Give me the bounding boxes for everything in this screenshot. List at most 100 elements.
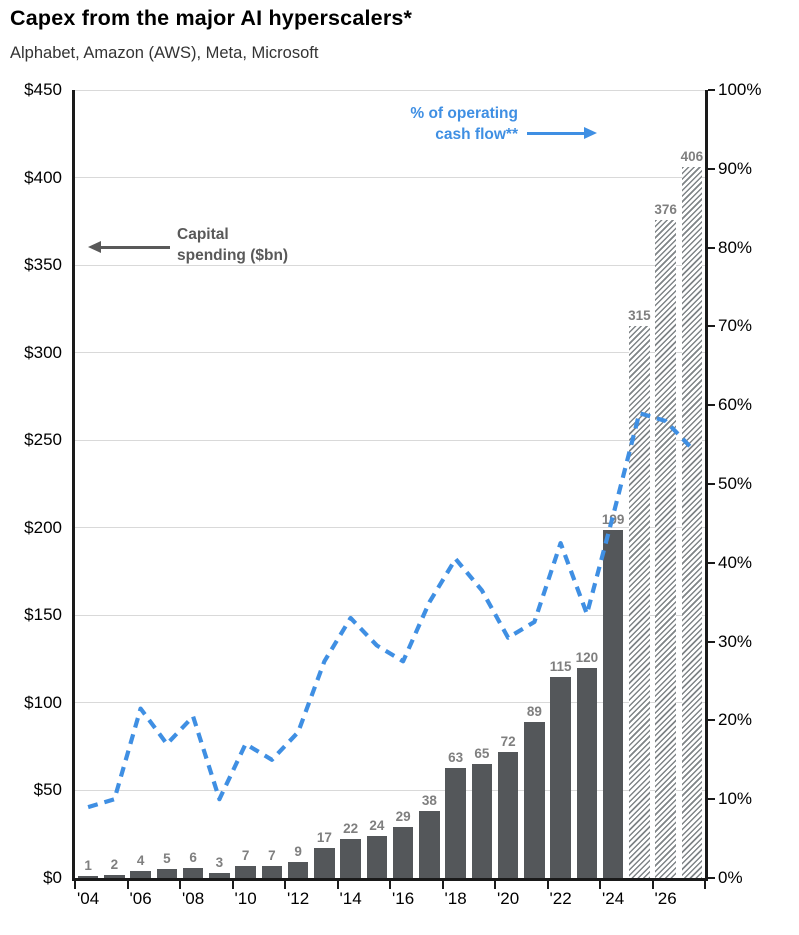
x-axis-label-18: '18 [444, 889, 467, 908]
bar-2019 [471, 764, 493, 878]
bar-value-label-2012: 9 [294, 844, 302, 860]
bar-value-label-2023: 120 [575, 649, 599, 665]
bar-value-label-2021: 89 [526, 704, 542, 720]
bar-2016 [392, 827, 414, 878]
x-axis-label-26: '26 [654, 889, 677, 908]
x-axis-tick [231, 881, 234, 889]
left-axis-label-300: $300 [24, 342, 62, 362]
bar-value-label-2017: 38 [421, 793, 437, 809]
bar-2004 [77, 876, 99, 878]
bar-2021 [524, 722, 545, 878]
right-axis-tick [708, 561, 715, 564]
right-axis-label-20: 20% [718, 710, 753, 730]
left-axis-label-150: $150 [24, 605, 62, 625]
x-axis-tick [704, 881, 706, 889]
line-series-annotation-line2: cash flow** [435, 126, 518, 143]
right-axis-tick [708, 404, 715, 407]
bar-value-label-2018: 63 [448, 749, 464, 765]
bar-value-label-2016: 29 [395, 809, 411, 825]
x-axis-tick [389, 881, 391, 889]
chart-subtitle: Alphabet, Amazon (AWS), Meta, Microsoft [10, 44, 319, 62]
x-axis-tick [179, 881, 181, 889]
bar-2015 [366, 835, 388, 878]
gridline [75, 264, 705, 266]
cash-flow-line [87, 411, 694, 810]
bar-value-label-2014: 22 [343, 821, 359, 837]
left-axis-label-0: $0 [43, 868, 62, 887]
x-axis-label-04: '04 [77, 889, 100, 908]
bar-value-label-2015: 24 [369, 817, 385, 833]
gridline [75, 439, 705, 441]
x-axis-label-08: '08 [182, 889, 205, 908]
left-axis-label-50: $50 [33, 780, 62, 800]
right-axis-label-30: 30% [718, 631, 753, 651]
right-axis-label-40: 40% [718, 552, 753, 572]
x-axis-label-22: '22 [549, 889, 572, 908]
left-axis-label-250: $250 [24, 430, 62, 450]
x-axis-tick [441, 881, 444, 889]
bar-2022 [550, 676, 571, 878]
gridline [75, 614, 705, 616]
bar-value-label-2006: 4 [136, 853, 145, 868]
x-axis-tick [599, 881, 601, 889]
right-axis-label-80: 80% [718, 237, 753, 257]
x-axis-label-20: '20 [497, 889, 520, 908]
line-series-annotation: % of operating cash flow** [358, 103, 518, 145]
line-series-annotation-line1: % of operating [410, 105, 518, 122]
bar-2007 [156, 869, 178, 878]
x-axis-tick [546, 881, 549, 889]
bar-2017 [419, 811, 440, 878]
x-axis-label-12: '12 [287, 889, 310, 908]
right-axis-tick [708, 719, 715, 722]
left-axis-label-350: $350 [24, 255, 62, 275]
bar-2023 [576, 667, 598, 878]
right-axis-tick [708, 483, 715, 485]
x-axis-label-14: '14 [339, 889, 362, 908]
bar-value-label-2008: 6 [189, 849, 197, 865]
right-axis-label-10: 10% [718, 789, 753, 809]
bar-value-label-2013: 17 [316, 830, 332, 846]
right-axis-tick [708, 167, 715, 170]
right-arrow-line [527, 132, 585, 135]
x-axis-tick [126, 881, 129, 889]
x-axis-tick [651, 881, 654, 889]
bar-value-label-2005: 2 [110, 856, 119, 872]
bar-2027 [681, 167, 703, 878]
gridline [75, 702, 705, 704]
bar-2024 [602, 529, 624, 878]
bar-value-label-2025: 315 [628, 308, 651, 324]
right-axis-tick [708, 89, 715, 91]
bar-value-label-2020: 72 [500, 733, 516, 749]
x-axis-label-06: '06 [129, 889, 152, 908]
bar-value-label-2026: 376 [654, 201, 677, 217]
bar-value-label-2019: 65 [474, 746, 490, 762]
chart-title: Capex from the major AI hyperscalers* [10, 6, 413, 30]
bar-2013 [314, 848, 335, 878]
plot-area: % of operating cash flow** Capital spend… [72, 90, 708, 881]
bar-value-label-2010: 7 [241, 847, 250, 863]
bar-2005 [104, 874, 125, 878]
bar-2012 [287, 862, 309, 878]
bar-2006 [130, 871, 151, 878]
gridline [75, 352, 705, 354]
right-axis-label-60: 60% [718, 395, 753, 415]
left-axis-label-200: $200 [24, 517, 62, 537]
x-axis-tick [494, 881, 496, 889]
bar-value-label-2011: 7 [268, 847, 276, 863]
right-axis-label-100: 100% [718, 80, 762, 99]
right-axis-label-50: 50% [718, 474, 753, 493]
x-axis-tick [74, 881, 76, 889]
left-axis-label-400: $400 [24, 167, 62, 187]
bar-2026 [655, 219, 676, 878]
left-arrow-line [101, 246, 170, 249]
right-axis-tick [708, 640, 715, 643]
bar-2009 [209, 872, 230, 878]
bar-2010 [235, 865, 256, 878]
bar-2008 [182, 867, 204, 878]
bar-2025 [629, 326, 650, 878]
x-axis-tick [336, 881, 339, 889]
right-axis-tick [708, 246, 715, 249]
right-axis-label-0: 0% [718, 868, 743, 887]
right-axis-tick [708, 877, 715, 879]
bar-series-annotation-line1: Capital [177, 226, 229, 243]
